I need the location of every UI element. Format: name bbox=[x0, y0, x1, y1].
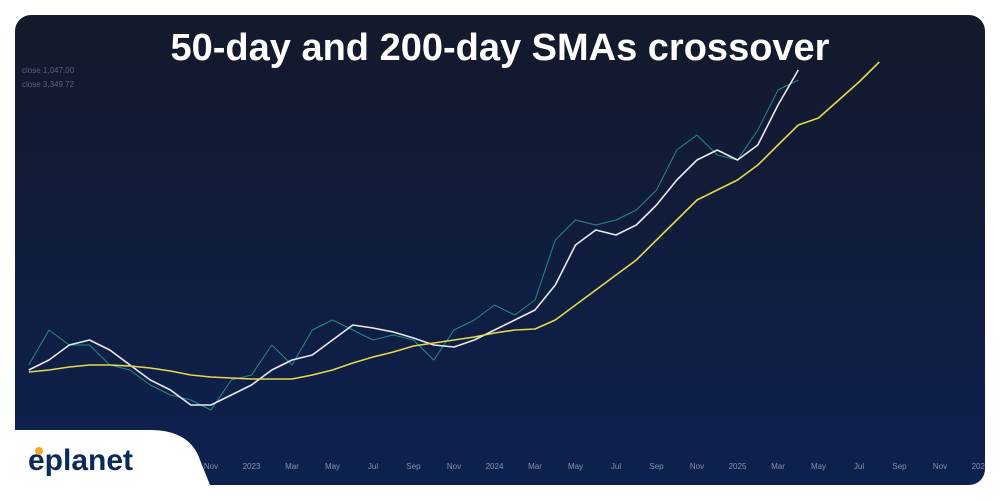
x-tick-label: Mar bbox=[285, 462, 299, 471]
chart-title: 50-day and 200-day SMAs crossover bbox=[171, 27, 830, 69]
x-tick-label: Mar bbox=[771, 462, 785, 471]
x-tick-label: 2023 bbox=[243, 462, 261, 471]
card bbox=[15, 15, 985, 485]
annotation: close 3,349.72 bbox=[22, 80, 75, 89]
x-tick-label: Nov bbox=[204, 462, 218, 471]
x-tick-label: Mar bbox=[528, 462, 542, 471]
x-tick-label: Sep bbox=[649, 462, 664, 471]
x-tick-label: May bbox=[811, 462, 826, 471]
x-tick-label: May bbox=[568, 462, 583, 471]
annotation: close 1,047.00 bbox=[22, 66, 75, 75]
x-tick-label: Jul bbox=[611, 462, 621, 471]
series-line bbox=[28, 69, 799, 406]
x-tick-label: Nov bbox=[690, 462, 704, 471]
x-tick-label: 2024 bbox=[486, 462, 504, 471]
series-line bbox=[28, 79, 799, 411]
x-tick-label: Sep bbox=[892, 462, 907, 471]
brand-dot bbox=[35, 447, 43, 455]
x-tick-label: Jul bbox=[854, 462, 864, 471]
x-tick-label: Jul bbox=[368, 462, 378, 471]
x-tick-label: Sep bbox=[406, 462, 421, 471]
x-tick-label: Nov bbox=[933, 462, 947, 471]
series-line bbox=[28, 61, 880, 380]
logo-panel bbox=[0, 430, 210, 500]
x-tick-label: May bbox=[325, 462, 340, 471]
x-tick-label: Nov bbox=[447, 462, 461, 471]
x-tick-label: 2025 bbox=[729, 462, 747, 471]
x-tick-label: 2026 bbox=[972, 462, 990, 471]
brand: eplanet bbox=[28, 444, 133, 477]
